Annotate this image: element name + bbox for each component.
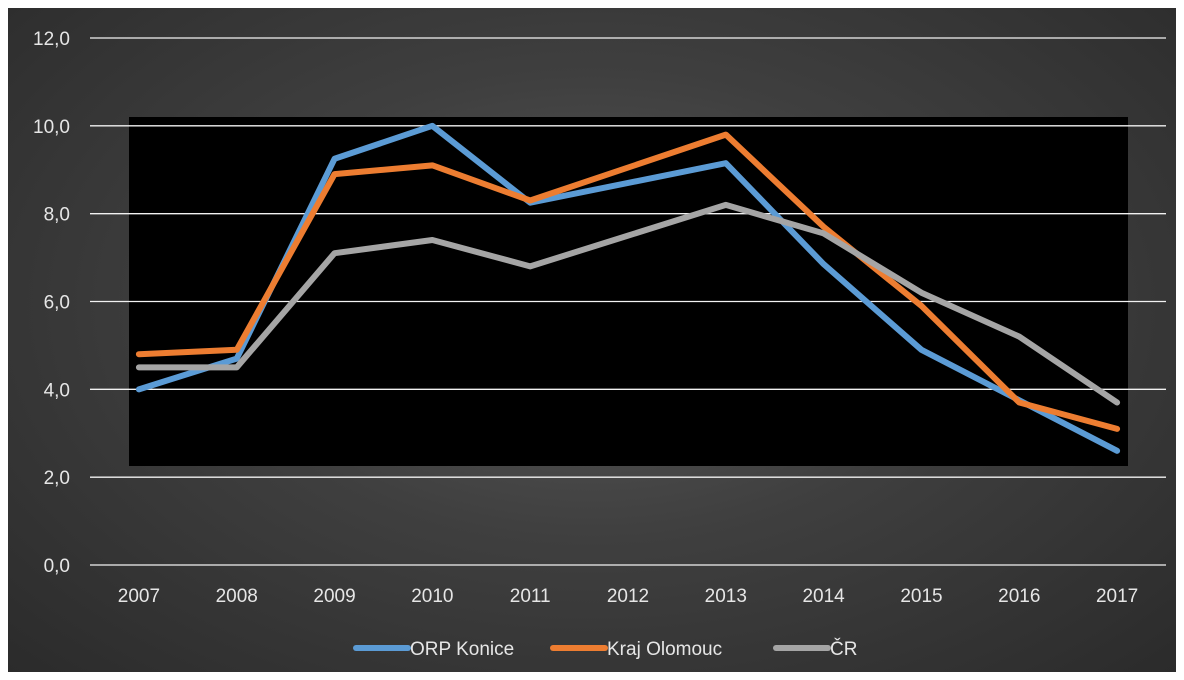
- x-tick-label: 2009: [313, 586, 355, 607]
- plot-black-panel: [129, 117, 1128, 466]
- x-tick-label: 2008: [216, 586, 258, 607]
- x-tick-label: 2011: [510, 586, 551, 607]
- series-line-1: [135, 131, 1121, 432]
- legend-label: Kraj Olomouc: [607, 639, 722, 660]
- series-line-0: [135, 122, 1121, 454]
- x-tick-label: 2014: [802, 586, 845, 607]
- y-tick-label: 2,0: [44, 468, 70, 489]
- y-tick-label: 4,0: [44, 380, 70, 401]
- x-tick-label: 2013: [705, 586, 747, 607]
- gridlines: [90, 37, 1166, 566]
- legend-label: ČR: [830, 638, 857, 660]
- x-tick-label: 2012: [607, 586, 649, 607]
- legend-label: ORP Konice: [410, 639, 514, 660]
- x-axis-ticks: 2007 2008 2009 2010 2011 2012 2013 2014 2015 2016…: [118, 586, 1138, 607]
- y-tick-label: 6,0: [44, 293, 70, 314]
- y-tick-label: 0,0: [44, 556, 70, 577]
- x-tick-label: 2007: [118, 586, 160, 607]
- series-lines: [135, 122, 1121, 454]
- chart-area: 0,0 2,0 4,0 6,0 8,0 10,0 12,0 2007 2008 2009 2010…: [8, 8, 1176, 672]
- legend: ORP Konice Kraj Olomouc ČR: [353, 638, 857, 660]
- x-tick-label: 2010: [411, 586, 453, 607]
- line-chart: 0,0 2,0 4,0 6,0 8,0 10,0 12,0 2007 2008 2009 2010…: [33, 29, 1166, 660]
- y-axis-ticks: 0,0 2,0 4,0 6,0 8,0 10,0 12,0: [33, 29, 70, 577]
- y-tick-label: 10,0: [33, 117, 70, 138]
- x-tick-label: 2016: [998, 586, 1040, 607]
- y-tick-label: 12,0: [33, 29, 70, 50]
- x-tick-label: 2015: [900, 586, 942, 607]
- series-line-2: [135, 201, 1121, 406]
- x-tick-label: 2017: [1096, 586, 1138, 607]
- y-tick-label: 8,0: [44, 205, 70, 226]
